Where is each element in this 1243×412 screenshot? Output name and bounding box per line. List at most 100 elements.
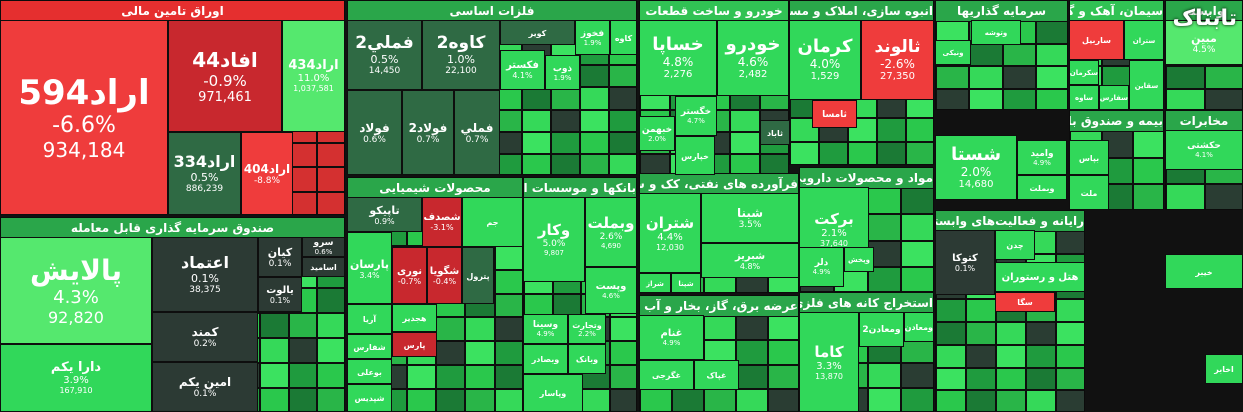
- tile-26[interactable]: خگستر 4.7%: [675, 96, 717, 136]
- tile-14[interactable]: فملي2 0.5% 14,450: [347, 20, 422, 90]
- tile-4[interactable]: اراد404 -8.8%: [241, 132, 293, 215]
- tile-change: 3.3%: [816, 360, 842, 372]
- tile-46[interactable]: شصدف -3.1%: [422, 197, 462, 247]
- filler-tile: [522, 87, 551, 110]
- tile-22[interactable]: فولاد2 0.7%: [402, 90, 454, 175]
- tile-84[interactable]: ملت: [1069, 175, 1109, 210]
- tile-68[interactable]: شبریز 4.8%: [701, 243, 799, 278]
- tile-symbol: غگرجی: [652, 371, 681, 381]
- tile-53[interactable]: شفارس: [347, 334, 392, 359]
- filler-tile: [436, 317, 466, 342]
- tile-75[interactable]: ومعادن2: [859, 312, 904, 347]
- tile-64[interactable]: وبانک: [568, 344, 606, 374]
- filler-tile: [551, 87, 580, 110]
- tile-83[interactable]: بپاس: [1069, 140, 1109, 175]
- tile-34[interactable]: وامید 4.9%: [1017, 140, 1067, 175]
- tile-39[interactable]: سکرمان: [1069, 60, 1099, 85]
- tile-87[interactable]: سگا: [995, 292, 1055, 312]
- tile-49[interactable]: شگویا -0.4%: [427, 247, 462, 304]
- tile-81[interactable]: کتوکا 0.1%: [935, 230, 995, 295]
- tile-70[interactable]: شپنا: [671, 273, 701, 293]
- tile-32[interactable]: ثاباد: [760, 120, 790, 145]
- tile-change: 4.9%: [812, 268, 831, 277]
- tile-41[interactable]: ساوه: [1069, 85, 1099, 110]
- filler-tile: [317, 288, 344, 313]
- tile-67[interactable]: شبنا 3.5%: [701, 193, 799, 243]
- tile-20[interactable]: ذوب 1.9%: [545, 55, 580, 90]
- tile-35[interactable]: وبملت: [1017, 175, 1067, 200]
- tile-24[interactable]: خساپا 4.8% 2,276: [639, 20, 717, 96]
- tile-65[interactable]: وپاسار: [523, 374, 583, 412]
- tile-52[interactable]: هجدیر: [392, 304, 437, 332]
- tile-6[interactable]: اعتماد 0.1% 38,375: [152, 237, 258, 312]
- tile-44[interactable]: مبین 4.5%: [1165, 20, 1243, 65]
- tile-10[interactable]: یالوت 0.1%: [258, 277, 302, 312]
- tile-59[interactable]: وكار 5.0% 9,807: [523, 197, 585, 282]
- tile-31[interactable]: ثامسا: [812, 100, 857, 128]
- tile-change: 2.2%: [578, 330, 596, 338]
- tile-29[interactable]: کرمان 4.0% 1,529: [789, 20, 861, 100]
- tile-7[interactable]: کیان 0.1%: [258, 237, 302, 277]
- tile-82[interactable]: حکشتی 4.1%: [1165, 130, 1243, 170]
- tile-11[interactable]: کمند 0.2%: [152, 312, 258, 362]
- tile-86[interactable]: هتل و رستوران: [995, 262, 1085, 292]
- tile-43[interactable]: سقاین: [1129, 60, 1164, 110]
- tile-85[interactable]: چدن: [995, 230, 1035, 260]
- tile-54[interactable]: پارس: [392, 332, 437, 357]
- tile-63[interactable]: وبصادر: [523, 344, 568, 374]
- tile-51[interactable]: آریا: [347, 304, 392, 334]
- tile-62[interactable]: وتجارت 2.2%: [568, 314, 606, 344]
- tile-55[interactable]: جم: [462, 197, 523, 247]
- tile-9[interactable]: اسامید: [302, 257, 345, 277]
- tile-19[interactable]: فكستر 4.1%: [500, 50, 545, 90]
- tile-48[interactable]: نوری -0.7%: [392, 247, 427, 304]
- tile-1[interactable]: افاد44 -0.9% 971,461: [168, 20, 282, 132]
- tile-76[interactable]: ومعادن: [904, 312, 934, 342]
- tile-21[interactable]: فولاد 0.6%: [347, 90, 402, 175]
- tile-28[interactable]: خپارس: [675, 136, 715, 175]
- tile-61[interactable]: وسینا 4.9%: [523, 314, 568, 344]
- tile-36[interactable]: ونیکی: [935, 40, 971, 65]
- tile-77[interactable]: غنام 4.9%: [639, 315, 704, 360]
- tile-56[interactable]: بوعلی: [347, 359, 392, 384]
- tile-88[interactable]: اخابر: [1205, 354, 1243, 384]
- filler-tile: [494, 269, 522, 294]
- tile-5[interactable]: پالایش 4.3% 92,820: [0, 237, 152, 344]
- tile-25[interactable]: خودرو 4.6% 2,482: [717, 20, 789, 96]
- tile-0[interactable]: اراد594 -6.6% 934,184: [0, 20, 168, 215]
- tile-45[interactable]: تاپیکو 0.9%: [347, 197, 422, 232]
- tile-33[interactable]: شستا 2.0% 14,680: [935, 135, 1017, 200]
- filler-tile: [1026, 390, 1056, 411]
- tile-18[interactable]: کاوه: [610, 20, 637, 55]
- tile-27[interactable]: خبهمن 2.0%: [639, 116, 675, 151]
- tile-73[interactable]: وپخش: [844, 247, 874, 272]
- tile-57[interactable]: شپدیس: [347, 384, 392, 412]
- tile-60[interactable]: وپست 4.6%: [585, 267, 637, 314]
- tile-42[interactable]: ستران: [1124, 20, 1164, 60]
- tile-38[interactable]: ساربیل: [1069, 20, 1124, 60]
- tile-2[interactable]: اراد434 11.0% 1,037,581: [282, 20, 345, 132]
- tile-37[interactable]: وتوشه: [971, 20, 1021, 45]
- tile-30[interactable]: ثالوند -2.6% 27,350: [861, 20, 934, 100]
- tile-79[interactable]: غپاک: [694, 360, 739, 390]
- tile-17[interactable]: فخوز 1.9%: [575, 20, 610, 55]
- tile-66[interactable]: شتران 4.4% 12,030: [639, 193, 701, 273]
- tile-symbol: افاد44: [192, 47, 258, 72]
- tile-58[interactable]: وبملت 2.6% 4,690: [585, 197, 637, 267]
- tile-74[interactable]: کاما 3.3% 13,870: [799, 312, 859, 412]
- tile-47[interactable]: پارسان 3.4%: [347, 232, 392, 304]
- tile-80[interactable]: خیبر: [1165, 254, 1243, 289]
- tile-3[interactable]: اراد334 0.5% 886,239: [168, 132, 241, 215]
- tile-16[interactable]: کویر: [500, 20, 575, 45]
- tile-8[interactable]: سرو 0.6%: [302, 237, 345, 257]
- tile-12[interactable]: دارا یکم 3.9% 167,910: [0, 344, 152, 412]
- tile-23[interactable]: فملي 0.7%: [454, 90, 500, 175]
- tile-50[interactable]: پترول: [462, 247, 494, 304]
- tile-72[interactable]: دلر 4.9%: [799, 247, 844, 287]
- tile-78[interactable]: غگرجی: [639, 360, 694, 390]
- tile-40[interactable]: سفارس: [1099, 85, 1129, 110]
- tile-15[interactable]: کاوه2 1.0% 22,100: [422, 20, 500, 90]
- tile-13[interactable]: امین یکم 0.1%: [152, 362, 258, 412]
- filler-tile: [640, 153, 670, 174]
- tile-69[interactable]: شراز: [639, 273, 671, 293]
